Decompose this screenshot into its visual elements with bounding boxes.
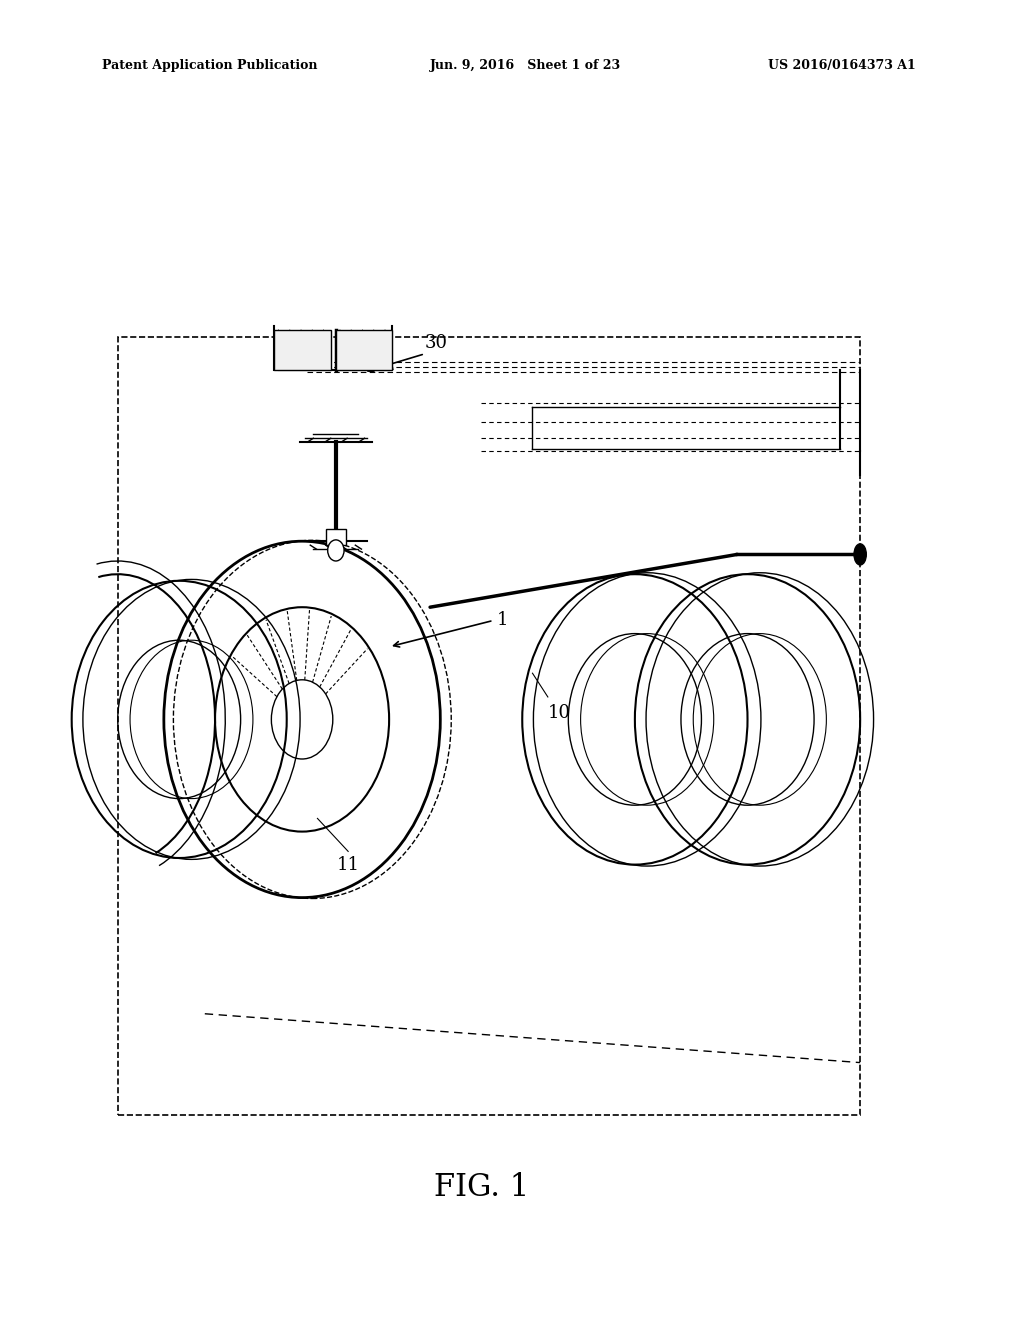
Text: Jun. 9, 2016   Sheet 1 of 23: Jun. 9, 2016 Sheet 1 of 23 (430, 59, 622, 73)
Text: 30: 30 (425, 334, 447, 352)
Text: US 2016/0164373 A1: US 2016/0164373 A1 (768, 59, 915, 73)
Bar (336, 330, 392, 370)
Bar (326, 529, 346, 545)
Text: 11: 11 (337, 855, 359, 874)
Text: 1: 1 (497, 611, 508, 630)
Ellipse shape (854, 544, 866, 565)
Bar (274, 330, 331, 370)
Circle shape (328, 540, 344, 561)
Text: FIG. 1: FIG. 1 (433, 1172, 529, 1204)
Bar (118, 337, 860, 1115)
Text: Patent Application Publication: Patent Application Publication (102, 59, 317, 73)
Text: 10: 10 (548, 704, 570, 722)
